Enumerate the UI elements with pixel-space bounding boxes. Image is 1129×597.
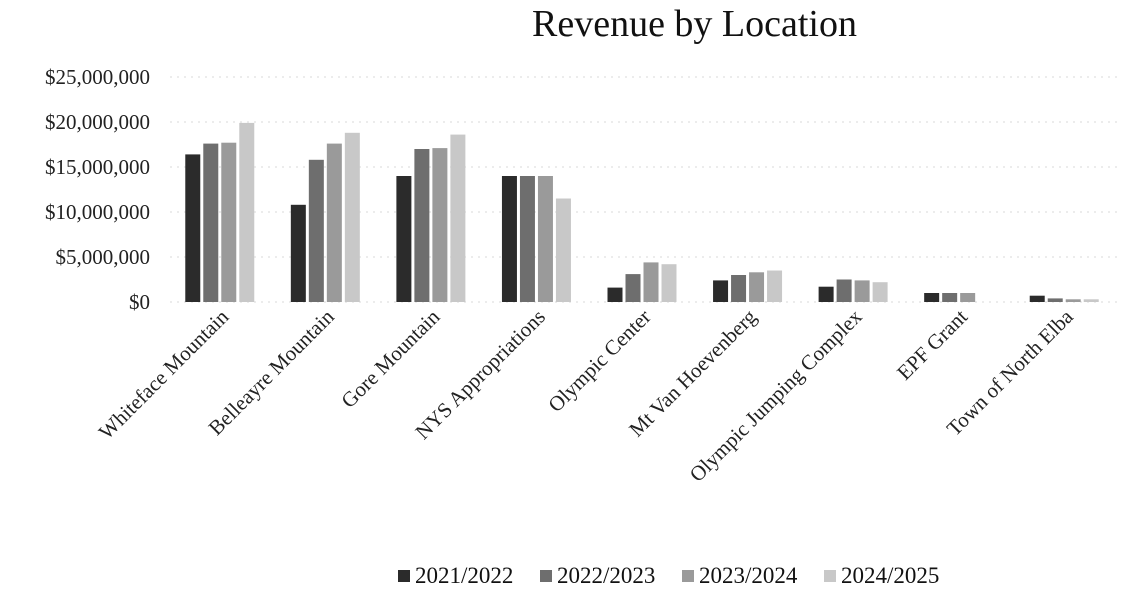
bar bbox=[731, 275, 747, 302]
chart-title: Revenue by Location bbox=[531, 3, 857, 45]
bar bbox=[555, 198, 571, 302]
bar bbox=[854, 280, 870, 302]
bar bbox=[872, 282, 888, 302]
bar bbox=[432, 148, 448, 302]
x-tick-label: Gore Mountain bbox=[336, 304, 444, 412]
bar bbox=[450, 134, 466, 302]
bar bbox=[836, 279, 852, 302]
y-tick-label: $5,000,000 bbox=[56, 245, 151, 269]
bar bbox=[1083, 299, 1099, 302]
legend-label: 2024/2025 bbox=[841, 563, 939, 588]
bar bbox=[767, 270, 783, 302]
bar bbox=[607, 287, 623, 302]
bar bbox=[537, 176, 553, 302]
bar bbox=[643, 262, 659, 302]
bar bbox=[960, 293, 976, 302]
legend-label: 2022/2023 bbox=[557, 563, 655, 588]
y-tick-label: $0 bbox=[129, 290, 150, 314]
bar bbox=[625, 274, 641, 302]
bar bbox=[308, 159, 324, 302]
bar bbox=[749, 272, 765, 302]
bar bbox=[661, 264, 677, 302]
bar bbox=[1065, 299, 1081, 302]
x-tick-label: Olympic Center bbox=[543, 305, 655, 417]
legend-label: 2023/2024 bbox=[699, 563, 798, 588]
bar bbox=[203, 143, 219, 302]
y-tick-label: $15,000,000 bbox=[45, 155, 150, 179]
y-tick-label: $20,000,000 bbox=[45, 110, 150, 134]
bar bbox=[942, 293, 958, 302]
bar bbox=[1047, 298, 1063, 302]
bar bbox=[924, 293, 940, 302]
bar bbox=[326, 143, 342, 302]
x-tick-label: Olympic Jumping Complex bbox=[685, 304, 867, 486]
bar bbox=[1029, 295, 1045, 302]
y-tick-label: $25,000,000 bbox=[45, 65, 150, 89]
bar bbox=[185, 154, 201, 302]
bar bbox=[239, 122, 255, 303]
bar bbox=[818, 286, 834, 302]
legend-label: 2021/2022 bbox=[415, 563, 513, 588]
legend-swatch bbox=[824, 570, 836, 582]
bar bbox=[221, 142, 237, 302]
legend-swatch bbox=[398, 570, 410, 582]
bar bbox=[501, 176, 517, 302]
bar bbox=[713, 280, 729, 302]
legend-swatch bbox=[540, 570, 552, 582]
bar bbox=[519, 176, 535, 302]
y-tick-label: $10,000,000 bbox=[45, 200, 150, 224]
bar bbox=[290, 204, 306, 302]
bar bbox=[414, 149, 430, 302]
bar bbox=[344, 132, 360, 302]
legend-swatch bbox=[682, 570, 694, 582]
bar bbox=[396, 176, 412, 302]
x-tick-label: EPF Grant bbox=[892, 304, 972, 384]
